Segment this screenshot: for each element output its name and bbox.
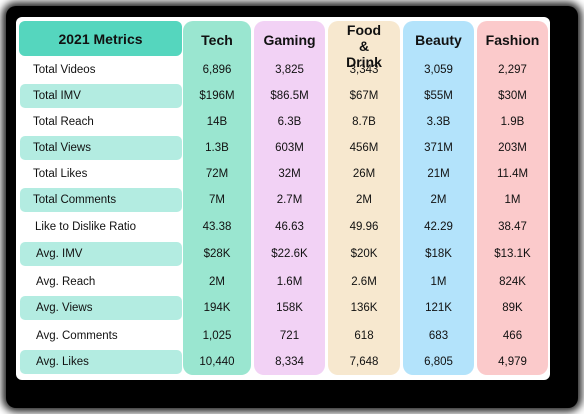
table-cell: $13.1K: [494, 248, 531, 260]
row-label: Like to Dislike Ratio: [35, 221, 136, 233]
table-cell: $196M: [199, 90, 235, 102]
row-stripe: [20, 296, 182, 320]
table-cell: 136K: [350, 302, 378, 314]
table-cell: $18K: [425, 248, 452, 260]
table-cell: 10,440: [199, 356, 235, 368]
table-cell: 721: [279, 330, 300, 342]
column-header: Food & Drink: [346, 22, 382, 70]
table-cell: 72M: [205, 168, 229, 180]
table-cell: 3.3B: [426, 116, 451, 128]
column-header: Gaming: [263, 32, 316, 48]
table-cell: 194K: [203, 302, 231, 314]
table-cell: 6.3B: [277, 116, 302, 128]
table-cell: 1.9B: [500, 116, 525, 128]
table-cell: 3,343: [349, 64, 379, 76]
column-tech: Tech: [183, 21, 251, 375]
table-cell: 11.4M: [496, 168, 529, 180]
table-cell: 2,297: [498, 64, 527, 76]
table-cell: 8.7B: [352, 116, 376, 128]
table-cell: 1,025: [202, 330, 232, 342]
row-label: Total Reach: [33, 116, 94, 128]
row-stripe: [20, 188, 182, 212]
table-cell: 683: [428, 330, 449, 342]
table-cell: $86.5M: [270, 90, 309, 102]
row-stripe: [20, 350, 182, 374]
table-cell: 14B: [206, 116, 228, 128]
table-cell: 43.38: [202, 221, 232, 233]
table-cell: 7,648: [349, 356, 379, 368]
column-beauty: Beauty: [403, 21, 474, 375]
table-cell: 49.96: [349, 221, 379, 233]
table-cell: $30M: [498, 90, 527, 102]
table-cell: 2.6M: [351, 276, 377, 288]
table-cell: 2M: [430, 194, 447, 206]
table-cell: 121K: [425, 302, 452, 314]
row-label: Avg. Views: [36, 302, 93, 314]
table-cell: 2M: [209, 276, 225, 288]
table-cell: 203M: [498, 142, 527, 154]
table-cell: 4,979: [498, 356, 527, 368]
row-label: Avg. IMV: [36, 248, 83, 260]
column-header: Fashion: [485, 32, 540, 48]
row-label: Avg. Comments: [36, 330, 118, 342]
row-label: Total Videos: [33, 64, 96, 76]
column-header: Beauty: [415, 32, 462, 48]
column-gaming: Gaming: [254, 21, 325, 375]
row-label: Avg. Reach: [36, 276, 96, 288]
table-cell: $20K: [350, 248, 378, 260]
table-cell: 38.47: [498, 221, 527, 233]
table-cell: $55M: [424, 90, 453, 102]
table-cell: 2M: [356, 194, 372, 206]
row-label: Total Likes: [33, 168, 88, 180]
table-cell: 6,805: [424, 356, 453, 368]
table-cell: 158K: [276, 302, 303, 314]
table-cell: 371M: [424, 142, 453, 154]
row-stripe: [20, 242, 182, 266]
row-label: Total IMV: [33, 90, 81, 102]
table-cell: 3,059: [424, 64, 453, 76]
table-cell: $67M: [349, 90, 379, 102]
table-cell: 42.29: [424, 221, 453, 233]
column-header: Tech: [201, 32, 233, 48]
table-cell: 6,896: [202, 64, 232, 76]
table-cell: 3,825: [275, 64, 304, 76]
row-label: Total Comments: [33, 194, 117, 206]
table-cell: 26M: [352, 168, 376, 180]
table-cell: 824K: [499, 276, 526, 288]
table-cell: 456M: [349, 142, 379, 154]
table-cell: 7M: [209, 194, 225, 206]
table-cell: $22.6K: [271, 248, 308, 260]
row-label: Avg. Likes: [36, 356, 89, 368]
table-title: 2021 Metrics: [19, 21, 182, 56]
row-stripe: [20, 84, 182, 108]
table-cell: 1.3B: [205, 142, 229, 154]
row-label: Total Views: [33, 142, 91, 154]
table-cell: 1M: [430, 276, 447, 288]
table-cell: 46.63: [275, 221, 304, 233]
table-cell: 1.6M: [276, 276, 303, 288]
table-cell: 21M: [427, 168, 450, 180]
table-cell: 89K: [502, 302, 523, 314]
table-cell: $28K: [203, 248, 231, 260]
table-cell: 618: [354, 330, 374, 342]
column-fashion: Fashion: [477, 21, 548, 375]
table-cell: 466: [502, 330, 523, 342]
table-cell: 603M: [275, 142, 304, 154]
column-food-drink: Food & Drink: [328, 21, 400, 375]
table-cell: 32M: [278, 168, 301, 180]
table-cell: 1M: [504, 194, 521, 206]
table-cell: 8,334: [275, 356, 304, 368]
row-stripe: [20, 136, 182, 160]
table-cell: 2.7M: [276, 194, 303, 206]
